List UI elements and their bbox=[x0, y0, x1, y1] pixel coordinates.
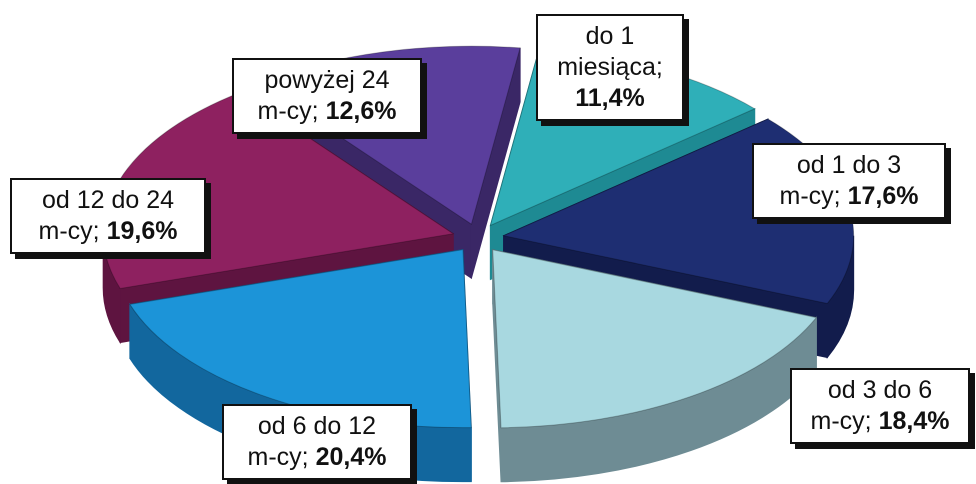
slice-label-line1: do 1 bbox=[585, 22, 635, 50]
slice-label-od-12-do-24: od 12 do 24 m-cy; 19,6% bbox=[10, 178, 206, 254]
slice-value-label: 20,4% bbox=[315, 443, 387, 471]
slice-label-powyzej-24: powyżej 24 m-cy; 12,6% bbox=[232, 58, 422, 134]
slice-label-od-3-do-6: od 3 do 6 m-cy; 18,4% bbox=[790, 368, 970, 444]
slice-label-do-1-miesiaca: do 1 miesiąca; 11,4% bbox=[536, 14, 684, 121]
slice-label-line2: m-cy; bbox=[247, 443, 309, 471]
slice-label-line2: m-cy; bbox=[38, 217, 100, 245]
slice-label-line2: m-cy; bbox=[257, 97, 319, 125]
slice-label-line2-row: m-cy; 17,6% bbox=[764, 181, 934, 212]
slice-value-label: 17,6% bbox=[847, 182, 919, 210]
slice-outer-wall bbox=[826, 235, 855, 359]
slice-label-od-1-do-3: od 1 do 3 m-cy; 17,6% bbox=[752, 143, 946, 219]
slice-label-line2: miesiąca; bbox=[557, 53, 663, 81]
slice-label-line2-row: m-cy; 19,6% bbox=[22, 216, 194, 247]
slice-value-label: 11,4% bbox=[575, 84, 645, 112]
slice-label-line2: m-cy; bbox=[779, 182, 841, 210]
slice-side-wall bbox=[470, 47, 521, 279]
slice-label-line1: od 6 do 12 bbox=[257, 412, 377, 440]
slice-label-line1: od 1 do 3 bbox=[796, 151, 902, 179]
slice-top-face bbox=[492, 249, 818, 429]
slice-label-line2: m-cy; bbox=[810, 407, 872, 435]
slice-label-line2-row: m-cy; 12,6% bbox=[244, 96, 410, 127]
slice-value-label: 19,6% bbox=[106, 217, 178, 245]
slice-label-line1: powyżej 24 bbox=[264, 66, 390, 94]
slice-top-face bbox=[129, 249, 472, 429]
slice-label-line1: od 12 do 24 bbox=[41, 186, 175, 214]
slice-value-label: 18,4% bbox=[878, 407, 950, 435]
slice-value-label: 12,6% bbox=[325, 97, 397, 125]
slice-label-line2-row: m-cy; 18,4% bbox=[802, 406, 958, 437]
slice-label-line2-row: m-cy; 20,4% bbox=[234, 442, 400, 473]
slice-label-line1: od 3 do 6 bbox=[827, 376, 933, 404]
slice-label-od-6-do-12: od 6 do 12 m-cy; 20,4% bbox=[222, 404, 412, 480]
